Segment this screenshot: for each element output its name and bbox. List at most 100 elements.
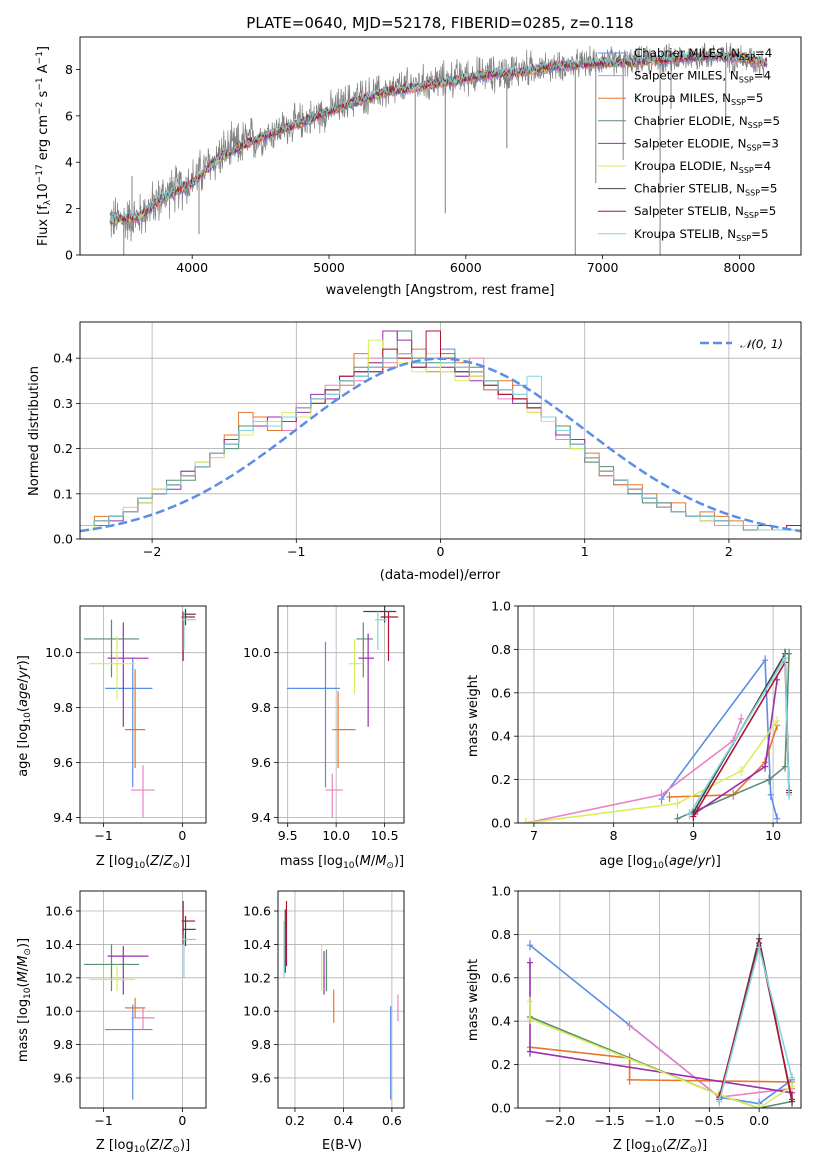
plot-area — [80, 330, 801, 539]
y-tick-label: 9.8 — [53, 1037, 73, 1052]
y-tick-label: 10.6 — [45, 904, 73, 919]
spectrum-panel: 4000 5000 6000 7000 8000 0 2 4 6 8 Chabrier MILES,… — [65, 36, 802, 275]
weight-vs-age-panel: 7 8 9 10 0.0 0.2 0.4 0.6 0.8 1.0 — [491, 599, 802, 843]
axes-frame — [517, 605, 802, 824]
plot-area — [286, 606, 399, 818]
x-tick-label: 1 — [581, 544, 589, 559]
y-tick-label: 10.0 — [45, 645, 73, 660]
legend-entry: Salpeter STELIB, NSSP=5 — [634, 204, 776, 220]
plot-area — [83, 901, 196, 1100]
y-tick-label: 0.8 — [491, 927, 511, 942]
axes-frame — [79, 890, 207, 1109]
age-vs-mass-panel: 9.5 10.0 10.5 9.4 9.6 9.8 10.0 — [243, 605, 405, 843]
legend-entry: Chabrier MILES, NSSP=4 — [634, 46, 772, 62]
x-tick-label: 6000 — [450, 260, 482, 275]
y-tick-label: 0.2 — [491, 1057, 511, 1072]
y-tick-label: 9.6 — [251, 755, 271, 770]
weight-z-ylabel: mass weight — [466, 959, 481, 1041]
y-tick-label: 0.3 — [53, 396, 73, 411]
x-tick-label: 0 — [178, 1113, 186, 1128]
y-tick-label: 9.8 — [53, 700, 73, 715]
plot-area — [109, 42, 768, 255]
weight-series — [660, 658, 778, 819]
plot-area — [522, 648, 793, 823]
y-tick-label: 0.8 — [491, 642, 511, 657]
legend-entry: Kroupa MILES, NSSP=5 — [634, 91, 763, 107]
x-tick-label: −1 — [94, 828, 112, 843]
histogram-xlabel: (data-model)/error — [380, 568, 501, 583]
weight-age-ylabel: mass weight — [466, 675, 481, 757]
x-tick-label: 10.0 — [322, 828, 350, 843]
x-tick-label: 8000 — [724, 260, 756, 275]
x-tick-label: 0.0 — [749, 1113, 769, 1128]
y-tick-label: 10.2 — [45, 970, 73, 985]
histogram-ylabel: Normed distribution — [27, 366, 42, 496]
legend-entry: Chabrier STELIB, NSSP=5 — [634, 182, 777, 198]
y-tick-label: 8 — [65, 62, 73, 77]
y-tick-label: 9.4 — [251, 810, 271, 825]
y-tick-label: 0.4 — [491, 1014, 511, 1029]
y-tick-label: 10.6 — [243, 904, 271, 919]
y-tick-label: 0.4 — [53, 351, 73, 366]
y-tick-label: 6 — [65, 108, 73, 123]
plot-area — [283, 901, 399, 1100]
legend-entry: Chabrier ELODIE, NSSP=5 — [634, 114, 780, 130]
y-tick-label: 10.4 — [45, 937, 73, 952]
x-tick-label: −2.0 — [545, 1113, 575, 1128]
y-tick-label: 10.2 — [243, 970, 271, 985]
axes-frame — [79, 321, 802, 540]
x-tick-label: 0 — [178, 828, 186, 843]
y-tick-label: 0.2 — [491, 772, 511, 787]
legend-entry: Salpeter MILES, NSSP=4 — [634, 69, 771, 85]
spectrum-xlabel: wavelength [Angstrom, rest frame] — [326, 283, 555, 298]
axes-frame — [79, 36, 802, 256]
weight-series — [529, 944, 793, 1105]
spectrum-ylabel: Flux [fλ10−17 erg cm−2 s−1 A−1] — [35, 46, 53, 246]
age-vs-metallicity-panel: −1 0 9.4 9.6 9.8 10.0 — [45, 605, 207, 843]
model-spectrum — [109, 50, 768, 223]
x-tick-label: 8 — [610, 828, 618, 843]
normal-legend-label: 𝒩(0, 1) — [740, 337, 783, 351]
normal-curve — [80, 357, 801, 533]
mass-z-ylabel: mass [log10(M/M⊙)] — [16, 938, 33, 1062]
y-tick-label: 9.8 — [251, 1037, 271, 1052]
x-tick-label: −0.5 — [694, 1113, 724, 1128]
weight-series — [529, 1001, 793, 1108]
y-tick-label: 4 — [65, 155, 73, 170]
x-tick-label: −1 — [94, 1113, 112, 1128]
x-tick-label: −1 — [287, 544, 305, 559]
x-tick-label: 9 — [689, 828, 697, 843]
y-tick-label: 0.6 — [491, 685, 511, 700]
residual-histogram-panel: −2 −1 0 1 2 0.0 0.1 0.2 0.3 0.4 𝒩(0, 1) — [53, 321, 802, 559]
axes-frame — [517, 890, 802, 1109]
x-tick-label: −1.5 — [594, 1113, 624, 1128]
plot-area — [83, 608, 196, 818]
x-tick-label: 10 — [765, 828, 781, 843]
y-tick-label: 0.6 — [491, 970, 511, 985]
y-tick-label: 10.0 — [45, 1004, 73, 1019]
x-tick-label: 0 — [437, 544, 445, 559]
y-tick-label: 10.0 — [243, 1004, 271, 1019]
x-tick-label: 5000 — [313, 260, 345, 275]
weight-series — [529, 962, 793, 1094]
x-tick-label: 7 — [530, 828, 538, 843]
x-tick-label: 0.2 — [285, 1113, 305, 1128]
y-tick-label: 0.0 — [491, 816, 511, 831]
x-tick-label: 10.5 — [371, 828, 399, 843]
y-tick-label: 1.0 — [491, 599, 511, 614]
x-tick-label: −2 — [143, 544, 161, 559]
y-tick-label: 0.4 — [491, 729, 511, 744]
mass-vs-metallicity-panel: −1 0 9.6 9.8 10.0 10.2 10.4 10.6 — [45, 890, 207, 1128]
weight-vs-metallicity-panel: −2.0 −1.5 −1.0 −0.5 0.0 0.0 0.2 0.4 0.6 0.8 1.0 — [491, 884, 802, 1128]
axes-frame — [79, 605, 207, 824]
y-tick-label: 9.4 — [53, 810, 73, 825]
age-z-xlabel: Z [log10(Z/Z⊙)] — [96, 854, 190, 871]
legend-entry: Salpeter ELODIE, NSSP=3 — [634, 136, 779, 152]
age-z-ylabel: age [log10(age/yr)] — [16, 655, 33, 777]
y-tick-label: 0.1 — [53, 486, 73, 501]
histogram-series — [80, 353, 801, 539]
y-tick-label: 10.4 — [243, 937, 271, 952]
x-tick-label: 2 — [725, 544, 733, 559]
weight-series — [718, 947, 793, 1102]
x-tick-label: −1.0 — [644, 1113, 674, 1128]
